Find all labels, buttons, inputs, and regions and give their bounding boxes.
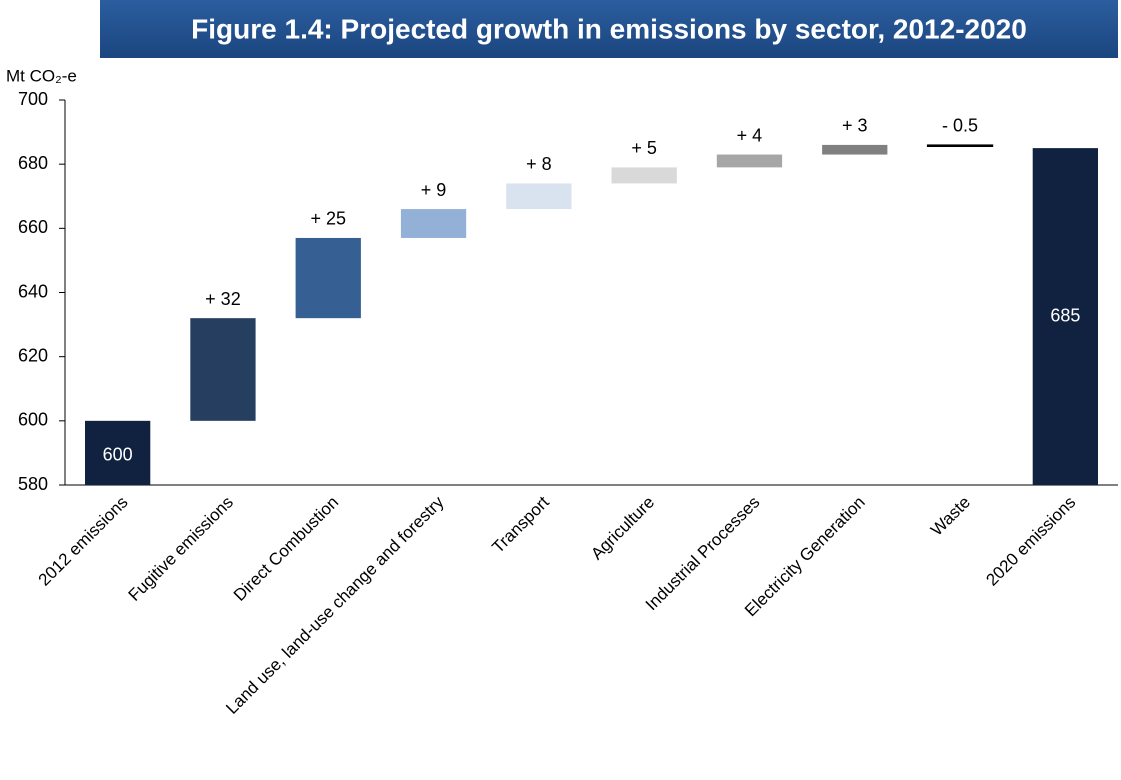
chart-title: Figure 1.4: Projected growth in emission… xyxy=(191,13,1027,44)
value-label: + 8 xyxy=(526,154,552,174)
x-tick-label: 2012 emissions xyxy=(35,493,132,590)
y-tick-label: 660 xyxy=(18,217,48,237)
value-label: + 3 xyxy=(842,116,868,136)
y-tick-label: 640 xyxy=(18,281,48,301)
y-tick-label: 580 xyxy=(18,474,48,494)
x-tick-label: Industrial Processes xyxy=(642,493,764,615)
bar xyxy=(716,154,783,168)
bar xyxy=(190,318,256,421)
bar xyxy=(1032,148,1098,485)
bar xyxy=(926,144,994,148)
y-tick-label: 620 xyxy=(18,345,48,365)
value-label: + 9 xyxy=(421,180,447,200)
x-tick-label: Land use, land-use change and forestry xyxy=(222,492,448,718)
bar xyxy=(295,237,361,319)
y-axis-label: Mt CO₂-e xyxy=(6,66,77,85)
x-tick-label: Electricity Generation xyxy=(741,493,869,621)
bar xyxy=(400,209,467,238)
y-tick-label: 600 xyxy=(18,410,48,430)
value-label: - 0.5 xyxy=(942,116,978,136)
bar xyxy=(822,144,888,155)
y-tick-label: 700 xyxy=(18,89,48,109)
value-label: + 5 xyxy=(631,138,657,158)
y-tick-label: 680 xyxy=(18,153,48,173)
value-label: 685 xyxy=(1050,305,1080,325)
bar xyxy=(85,420,151,485)
x-tick-label: Agriculture xyxy=(587,493,658,564)
x-tick-label: Waste xyxy=(927,493,974,540)
bar xyxy=(611,167,677,184)
value-label: + 32 xyxy=(205,289,241,309)
x-tick-label: Direct Combustion xyxy=(230,493,342,605)
bar xyxy=(506,183,572,210)
value-label: 600 xyxy=(103,445,133,465)
x-tick-label: Transport xyxy=(488,492,553,557)
value-label: + 25 xyxy=(310,209,346,229)
title-banner xyxy=(100,0,1118,58)
value-label: + 4 xyxy=(737,125,763,145)
x-tick-label: Fugitive emissions xyxy=(125,493,237,605)
x-tick-label: 2020 emissions xyxy=(982,493,1079,590)
